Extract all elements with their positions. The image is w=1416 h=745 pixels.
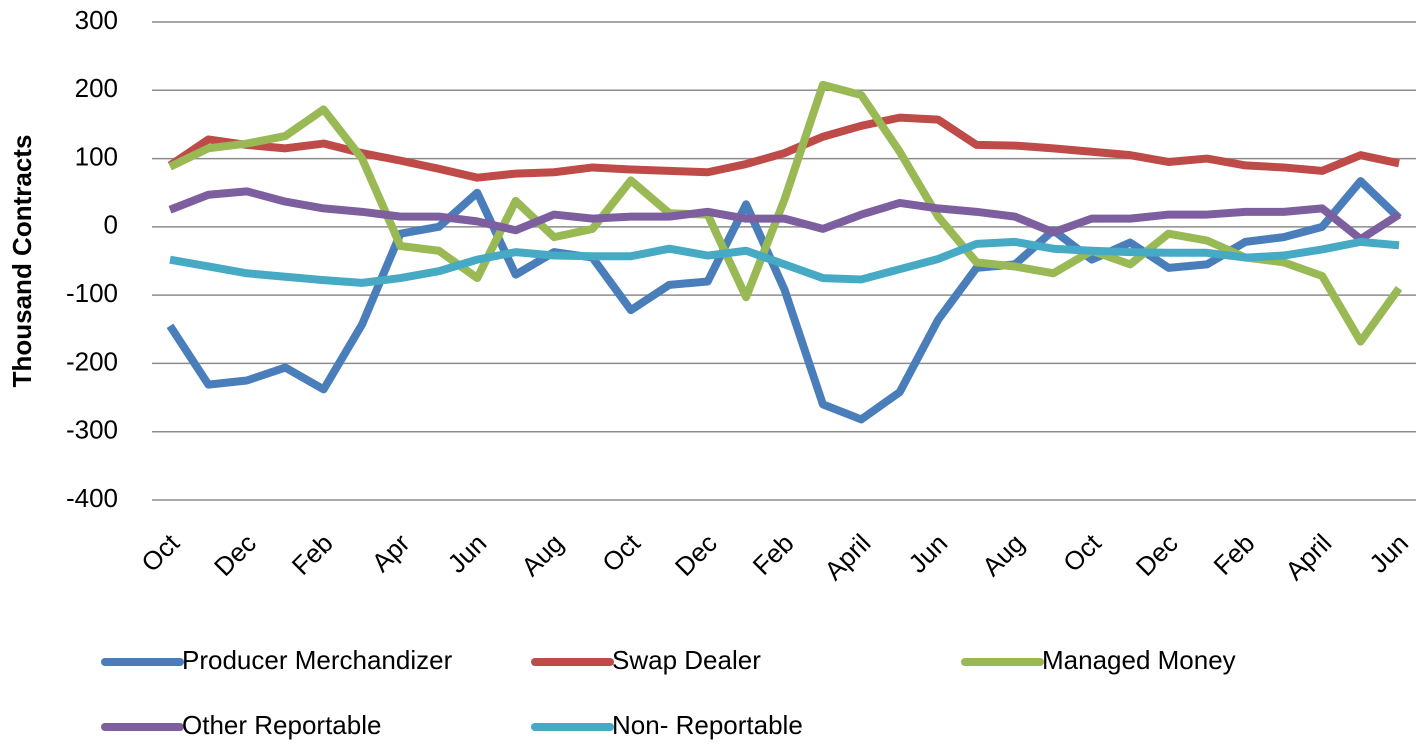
y-tick-label: 0 [104, 210, 118, 240]
x-tick-label: Jun [441, 528, 492, 579]
y-tick-label: 200 [75, 73, 118, 103]
x-tick-label: April [818, 528, 876, 586]
y-axis-label: Thousand Contracts [7, 135, 37, 388]
legend-label: Producer Merchandizer [182, 645, 453, 675]
x-tick-label: Feb [747, 528, 800, 581]
x-tick-label: Feb [286, 528, 339, 581]
x-tick-label: Apr [366, 528, 416, 578]
y-tick-label: -100 [66, 278, 118, 308]
x-tick-label: Dec [669, 528, 723, 582]
x-tick-label: Aug [976, 528, 1030, 582]
series-line [169, 237, 1400, 287]
y-tick-label: -200 [66, 346, 118, 376]
x-tick-label: Jun [1363, 528, 1414, 579]
legend-label: Managed Money [1042, 645, 1236, 675]
y-tick-label: 100 [75, 141, 118, 171]
y-tick-label: 300 [75, 5, 118, 35]
y-tick-label: -300 [66, 415, 118, 445]
legend-label: Other Reportable [182, 710, 381, 740]
x-tick-label: Oct [1057, 527, 1107, 577]
x-tick-label: Oct [596, 527, 646, 577]
legend-label: Swap Dealer [612, 645, 761, 675]
series-line [168, 80, 1403, 346]
y-tick-label: -400 [66, 483, 118, 513]
x-tick-label: Aug [515, 528, 569, 582]
series-line [168, 187, 1402, 244]
x-tick-label: Jun [902, 528, 953, 579]
x-tick-label: Oct [135, 527, 185, 577]
legend-label: Non- Reportable [612, 710, 803, 740]
x-tick-label: Feb [1208, 528, 1261, 581]
series-line [167, 113, 1400, 182]
x-tick-label: Dec [208, 528, 262, 582]
series-line [166, 177, 1402, 424]
x-tick-label: April [1279, 528, 1337, 586]
x-tick-label: Dec [1130, 528, 1184, 582]
